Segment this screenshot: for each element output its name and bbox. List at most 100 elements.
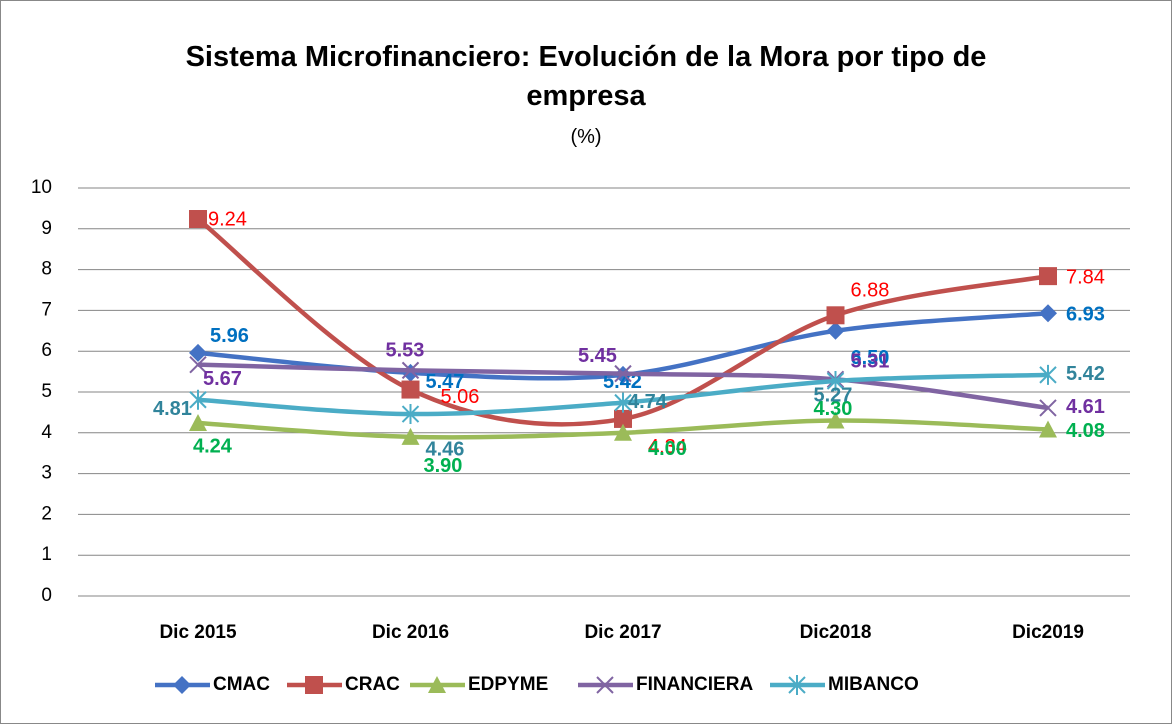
marker-shape [1039, 364, 1057, 385]
marker-shape [826, 370, 845, 391]
data-label: 4.81 [153, 398, 192, 420]
x-tick-label: Dic 2017 [584, 622, 661, 643]
data-label: 4.46 [426, 438, 465, 460]
chart-title: Sistema Microfinanciero: Evolución de la… [185, 41, 987, 112]
marker [1039, 267, 1057, 286]
marker-shape [189, 343, 207, 362]
y-tick-label: 7 [41, 299, 52, 320]
marker-shape [401, 380, 420, 399]
y-tick-label: 2 [41, 503, 52, 524]
data-label: 4.74 [628, 391, 668, 413]
marker [614, 392, 632, 413]
y-tick-label: 9 [41, 218, 52, 239]
data-label: 5.06 [441, 386, 480, 408]
marker [596, 676, 614, 694]
marker [305, 676, 323, 694]
data-label: 5.53 [386, 340, 425, 362]
marker-shape [401, 404, 420, 425]
legend-label: CRAC [345, 674, 400, 695]
marker-shape [189, 210, 207, 229]
marker-shape [614, 423, 632, 441]
data-label: 5.42 [1066, 363, 1105, 385]
marker [428, 676, 446, 693]
x-tick-label: Dic2018 [800, 622, 872, 643]
data-label: 5.47 [426, 371, 465, 393]
marker-shape [189, 414, 207, 432]
marker [401, 427, 420, 445]
data-label: 4.61 [1066, 396, 1105, 418]
marker [826, 306, 845, 325]
marker [401, 380, 420, 399]
data-label: 5.42 [603, 371, 642, 393]
marker [401, 361, 420, 380]
data-label: 9.24 [208, 208, 247, 230]
data-label: 5.31 [851, 351, 890, 373]
marker [614, 364, 632, 383]
marker-shape [1039, 304, 1057, 323]
marker [189, 414, 207, 432]
marker [189, 210, 207, 229]
y-tick-label: 5 [41, 381, 52, 402]
marker [173, 676, 191, 694]
marker [826, 370, 845, 391]
data-label: 6.93 [1066, 304, 1105, 326]
data-label: 6.50 [851, 347, 890, 369]
x-tick-label: Dic2019 [1012, 622, 1084, 643]
y-tick-label: 1 [41, 544, 52, 565]
marker-shape [401, 427, 420, 445]
data-label: 7.84 [1066, 266, 1105, 288]
data-label: 3.90 [424, 455, 463, 477]
marker-shape [596, 676, 614, 694]
data-label: 5.67 [203, 368, 242, 390]
marker [826, 321, 845, 340]
marker-shape [614, 364, 632, 383]
marker-shape [189, 355, 207, 374]
data-label: 6.88 [851, 280, 890, 302]
data-label: 4.08 [1066, 420, 1105, 442]
marker [614, 409, 632, 428]
marker-shape [826, 306, 845, 325]
data-label: 4.24 [193, 435, 233, 457]
marker [1039, 304, 1057, 323]
legend-label: MIBANCO [828, 674, 919, 695]
chart-subtitle: (%) [570, 126, 602, 148]
marker [189, 343, 207, 362]
marker-shape [614, 392, 632, 413]
data-label: 5.96 [210, 325, 249, 347]
marker [1039, 364, 1057, 385]
y-tick-label: 3 [41, 463, 52, 484]
marker [401, 404, 420, 425]
marker-shape [189, 389, 207, 410]
legend-label: EDPYME [468, 674, 548, 695]
data-label: 5.27 [814, 384, 853, 406]
legend-label: FINANCIERA [636, 674, 753, 695]
marker-shape [1039, 420, 1057, 438]
marker [614, 423, 632, 441]
marker-shape [826, 411, 845, 429]
marker-shape [173, 676, 191, 694]
y-tick-label: 0 [41, 585, 52, 606]
marker [1039, 420, 1057, 438]
marker [189, 355, 207, 374]
x-tick-label: Dic 2016 [372, 622, 449, 643]
x-tick-label: Dic 2015 [159, 622, 237, 643]
y-tick-label: 4 [41, 422, 52, 443]
marker [189, 389, 207, 410]
y-tick-label: 10 [31, 177, 52, 198]
marker-shape [788, 675, 806, 695]
marker-shape [401, 361, 420, 380]
marker-shape [305, 676, 323, 694]
marker-shape [1039, 399, 1057, 417]
y-tick-label: 8 [41, 259, 52, 280]
data-label: 4.30 [814, 398, 853, 420]
legend-label: CMAC [213, 674, 270, 695]
marker [788, 675, 806, 695]
marker-shape [826, 321, 845, 340]
data-label: 5.45 [578, 345, 617, 367]
marker-shape [614, 409, 632, 428]
data-label: 4.00 [648, 438, 687, 460]
y-tick-label: 6 [41, 340, 52, 361]
marker-shape [1039, 267, 1057, 286]
